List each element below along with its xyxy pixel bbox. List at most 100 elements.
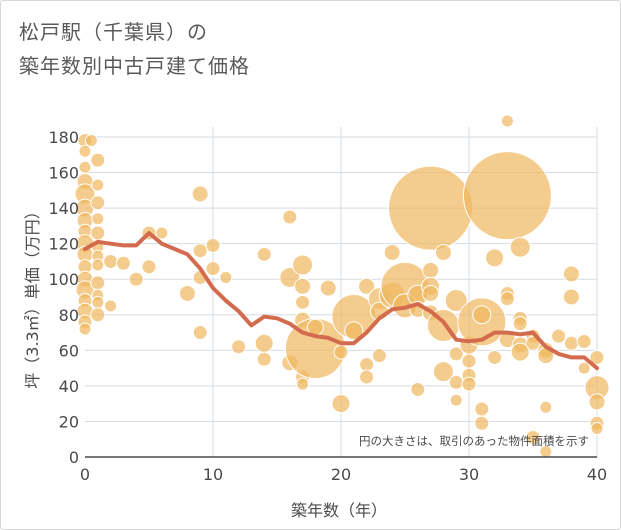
data-point — [91, 212, 105, 226]
data-point — [205, 237, 221, 253]
data-point — [256, 246, 272, 262]
data-point — [256, 351, 272, 367]
data-point — [178, 284, 196, 302]
data-point — [461, 376, 477, 392]
x-tick-label: 0 — [80, 465, 90, 484]
data-point — [90, 195, 106, 211]
data-point — [539, 400, 553, 414]
y-axis-title: 坪（3.3㎡）単価（万円） — [23, 203, 42, 388]
data-point — [371, 348, 387, 364]
data-point — [576, 333, 592, 349]
data-point — [319, 279, 337, 297]
y-tick-label: 0 — [69, 448, 79, 467]
data-point — [296, 377, 310, 391]
data-point — [115, 255, 131, 271]
data-point — [331, 394, 351, 414]
data-point — [500, 114, 514, 128]
data-point — [359, 369, 375, 385]
data-point — [499, 291, 515, 307]
y-tick-label: 100 — [48, 270, 79, 289]
data-point — [231, 339, 247, 355]
data-point — [472, 305, 492, 325]
x-tick-label: 20 — [331, 465, 351, 484]
data-point — [510, 342, 530, 362]
data-point — [90, 307, 106, 323]
data-point — [590, 422, 604, 436]
data-point — [383, 244, 401, 262]
y-tick-label: 180 — [48, 128, 79, 147]
data-point — [279, 266, 301, 288]
data-point — [90, 152, 106, 168]
data-point — [422, 261, 440, 279]
data-point — [512, 316, 528, 332]
data-point — [461, 353, 477, 369]
data-point — [192, 243, 208, 259]
data-point — [487, 349, 503, 365]
x-tick-label: 40 — [587, 465, 607, 484]
data-point — [91, 258, 105, 272]
data-point — [294, 277, 312, 295]
data-point — [359, 357, 375, 373]
data-point — [84, 134, 98, 148]
data-point — [449, 393, 463, 407]
y-tick-label: 160 — [48, 164, 79, 183]
data-point — [562, 265, 580, 283]
y-tick-label: 60 — [59, 341, 79, 360]
data-point — [562, 288, 580, 306]
data-point — [282, 209, 298, 225]
y-tick-label: 80 — [59, 306, 79, 325]
bubble-size-note: 円の大きさは、取引のあった物件面積を示す — [359, 434, 589, 448]
data-point — [509, 236, 531, 258]
data-point — [78, 160, 92, 174]
y-tick-label: 140 — [48, 199, 79, 218]
data-point — [90, 275, 106, 291]
y-tick-labels: 0 20 40 60 80 100 120 140 160 180 — [48, 128, 79, 467]
data-point — [588, 393, 606, 411]
x-tick-labels: 0 10 20 30 40 — [80, 465, 607, 484]
data-point — [432, 361, 454, 383]
data-point — [577, 361, 591, 375]
data-point — [128, 271, 144, 287]
data-point — [78, 322, 92, 336]
data-point — [78, 144, 92, 158]
chart-title: 松戸駅（千葉県）の 築年数別中古戸建て価格 — [19, 15, 250, 83]
chart-title-line-2: 築年数別中古戸建て価格 — [19, 54, 250, 78]
data-point — [434, 244, 452, 262]
y-tick-label: 40 — [59, 377, 79, 396]
data-point — [551, 328, 567, 344]
bubble-series — [74, 114, 610, 459]
data-point — [91, 178, 105, 192]
data-point — [388, 165, 474, 251]
data-point — [474, 401, 490, 417]
data-point — [192, 325, 208, 341]
data-point — [563, 335, 579, 351]
data-point — [344, 321, 364, 341]
data-point — [104, 299, 118, 313]
y-tick-label: 120 — [48, 235, 79, 254]
data-point — [292, 254, 314, 276]
trend-line — [83, 231, 599, 371]
data-point — [448, 374, 464, 390]
data-point — [589, 349, 605, 365]
data-point — [358, 277, 376, 295]
y-tick-label: 20 — [59, 412, 79, 431]
data-point — [91, 295, 105, 309]
x-tick-label: 30 — [459, 465, 479, 484]
data-point — [90, 225, 106, 241]
data-point — [205, 261, 221, 277]
data-point — [295, 294, 311, 310]
chart-title-line-1: 松戸駅（千葉県）の — [19, 20, 208, 44]
data-point — [525, 429, 541, 445]
data-point — [155, 226, 169, 240]
data-point — [103, 253, 119, 269]
data-point — [410, 381, 426, 397]
data-point — [191, 185, 209, 203]
data-point — [254, 333, 274, 353]
data-point — [444, 289, 468, 313]
data-point — [448, 346, 464, 362]
data-point — [333, 344, 349, 360]
data-point — [462, 151, 552, 241]
data-point — [219, 270, 233, 284]
